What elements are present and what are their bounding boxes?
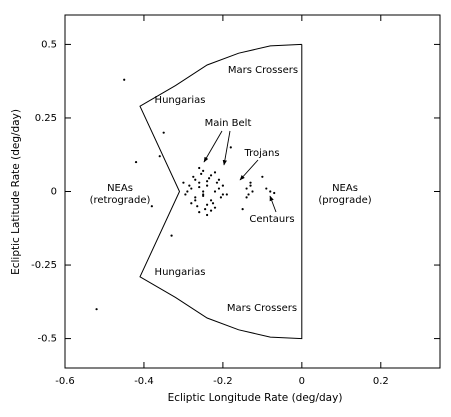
point [158,155,161,158]
point [206,203,209,206]
point [198,185,201,189]
point [202,169,205,173]
point [206,180,209,183]
y-tick-label: 0.5 [41,39,57,50]
point [241,208,244,211]
point [194,199,197,202]
point [221,184,224,187]
point [213,190,217,193]
arrow [239,159,259,181]
point [198,210,201,214]
point [184,193,187,196]
point [213,171,217,174]
x-tick-label: -0.6 [55,376,75,387]
point [194,178,197,181]
point [198,181,201,184]
point [217,187,221,190]
arrow [269,195,277,213]
arrow [222,130,231,166]
annotation: Mars Crossers [228,65,298,76]
x-tick-label: 0.2 [373,376,389,387]
region-boundary [139,43,303,340]
point [273,191,276,195]
point [249,184,252,187]
point [196,205,199,208]
point [204,208,207,211]
annotation: Centaurs [249,214,294,225]
y-tick-label: 0 [51,187,57,198]
annotation: NEAs [332,183,358,194]
point [202,190,205,193]
point [188,184,191,187]
point [265,187,268,190]
y-tick-label: 0.25 [35,113,57,124]
x-tick-label: 0 [299,376,305,387]
point [206,213,209,217]
annotation: (prograde) [318,195,371,206]
y-axis-label: Ecliptic Latitude Rate (deg/day) [10,109,22,275]
point [261,175,264,178]
point [209,209,213,212]
point [162,131,165,134]
point [194,196,197,199]
point [207,177,211,180]
annotation: NEAs [107,183,133,194]
point [251,190,254,193]
point [213,206,217,209]
annotation: Hungarias [155,267,206,278]
point [225,193,228,196]
point [215,181,219,184]
point [269,190,272,193]
arrow [203,130,223,163]
x-tick-label: -0.2 [213,376,233,387]
point [245,196,248,199]
arrows [203,130,277,213]
point [134,160,138,164]
point [217,178,221,181]
point [221,193,224,196]
point [95,308,98,311]
point [209,174,213,177]
point [150,205,153,208]
point [209,199,213,202]
point [202,194,205,198]
annotation: Mars Crossers [227,303,297,314]
point [123,78,126,81]
point [249,181,252,184]
annotation: (retrograde) [90,195,151,206]
point [182,181,185,184]
point [198,166,201,170]
y-tick-label: -0.5 [37,334,57,345]
annotation: Hungarias [155,95,206,106]
x-axis-label: Ecliptic Longitude Rate (deg/day) [168,392,343,404]
x-tick-label: -0.4 [134,376,154,387]
point [200,172,203,175]
annotation: Main Belt [205,118,252,129]
point [190,187,193,190]
point [211,202,215,205]
point [190,202,193,205]
point [247,193,250,196]
annotation: Trojans [243,148,279,159]
y-tick-label: -0.25 [31,260,57,271]
point [219,196,223,199]
point [192,175,195,178]
point [186,190,189,193]
point [206,184,209,187]
point [245,187,248,190]
point [170,234,173,237]
point [229,146,232,149]
